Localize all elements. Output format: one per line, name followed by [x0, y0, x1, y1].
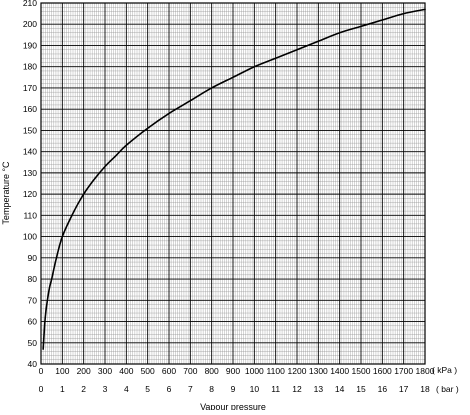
x-tick-label-bar: 17	[399, 384, 409, 394]
x-tick-label-kpa: 300	[98, 366, 112, 376]
x-tick-label-kpa: 700	[183, 366, 197, 376]
y-tick-label: 130	[23, 168, 37, 178]
x-tick-label-bar: 1	[60, 384, 65, 394]
y-tick-label: 60	[28, 317, 38, 327]
x-tick-label-bar: 18	[420, 384, 430, 394]
x-tick-label-kpa: 1200	[288, 366, 307, 376]
x-tick-label-bar: 13	[314, 384, 324, 394]
y-tick-label: 190	[23, 40, 37, 50]
x-unit-bar: ( bar )	[436, 384, 459, 394]
y-tick-label: 80	[28, 274, 38, 284]
x-tick-label-kpa: 1400	[330, 366, 349, 376]
x-tick-label-bar: 15	[356, 384, 366, 394]
x-tick-label-kpa: 1600	[373, 366, 392, 376]
y-tick-label: 70	[28, 295, 38, 305]
x-unit-kpa: ( kPa )	[432, 365, 457, 375]
major-grid	[40, 2, 426, 365]
x-tick-label-bar: 7	[188, 384, 193, 394]
x-tick-labels-kpa: 0 100 200 300 400 500 600 700 800 900 1000 1100 1200…	[39, 366, 435, 376]
x-tick-label-kpa: 500	[141, 366, 155, 376]
x-tick-label-kpa: 600	[162, 366, 176, 376]
x-tick-label-kpa: 1500	[352, 366, 371, 376]
x-tick-label-bar: 0	[39, 384, 44, 394]
y-tick-label: 150	[23, 125, 37, 135]
x-tick-label-bar: 16	[378, 384, 388, 394]
x-tick-label-bar: 11	[271, 384, 280, 394]
y-tick-label: 170	[23, 83, 37, 93]
y-tick-label: 100	[23, 232, 37, 242]
x-tick-label-kpa: 1800	[416, 366, 435, 376]
x-tick-label-kpa: 800	[205, 366, 219, 376]
x-tick-label-kpa: 1700	[394, 366, 413, 376]
y-axis-title: Temperature °C	[1, 161, 11, 225]
y-tick-label: 140	[23, 147, 37, 157]
x-tick-label-bar: 14	[335, 384, 345, 394]
x-tick-label-bar: 6	[167, 384, 172, 394]
x-tick-label-kpa: 1300	[309, 366, 328, 376]
series-line	[42, 8, 426, 350]
y-tick-label: 90	[28, 253, 38, 263]
x-axis-title: Vapour pressure	[200, 402, 266, 410]
x-tick-label-bar: 8	[209, 384, 214, 394]
series-layer	[42, 8, 426, 350]
x-tick-label-bar: 2	[81, 384, 86, 394]
x-tick-label-bar: 5	[145, 384, 150, 394]
x-tick-label-kpa: 0	[39, 366, 44, 376]
x-tick-label-kpa: 900	[226, 366, 240, 376]
x-tick-label-kpa: 400	[119, 366, 133, 376]
y-tick-label: 160	[23, 104, 37, 114]
plot-frame	[40, 2, 426, 365]
x-tick-label-bar: 3	[103, 384, 108, 394]
x-tick-labels-bar: 0 1 2 3 4 5 6 7 8 9 10 11 12 13 14 15 16 17 18	[39, 384, 430, 394]
x-tick-label-bar: 4	[124, 384, 129, 394]
x-tick-label-bar: 9	[231, 384, 236, 394]
x-tick-label-kpa: 200	[77, 366, 91, 376]
y-tick-label: 40	[28, 359, 38, 369]
x-tick-label-kpa: 1000	[245, 366, 264, 376]
x-tick-label-kpa: 1100	[267, 366, 286, 376]
y-tick-label: 50	[28, 338, 38, 348]
y-tick-label: 200	[23, 19, 37, 29]
x-tick-label-kpa: 100	[55, 366, 69, 376]
x-tick-label-bar: 12	[292, 384, 302, 394]
y-tick-label: 180	[23, 62, 37, 72]
y-tick-labels: 40 50 60 70 80 90 100 110 120 130 140 150 160 170 180 1…	[23, 0, 37, 369]
y-tick-label: 120	[23, 189, 37, 199]
y-tick-label: 110	[23, 210, 37, 220]
x-tick-label-bar: 10	[250, 384, 260, 394]
y-tick-label: 210	[23, 0, 37, 8]
